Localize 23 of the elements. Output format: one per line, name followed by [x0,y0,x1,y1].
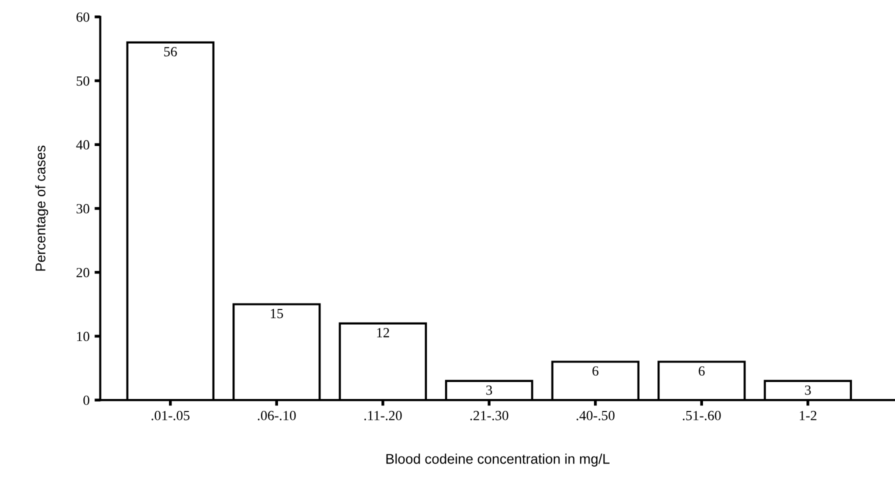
data-label: 12 [377,328,390,338]
y-tick-label: 50 [76,76,90,86]
data-label: 6 [698,366,705,376]
y-tick-label: 10 [77,332,90,342]
x-tick-label: .01-.05 [152,410,190,420]
y-tick-label: 30 [76,204,90,214]
y-tick-label: 60 [76,12,90,22]
y-tick-label: 40 [76,140,90,150]
y-tick-label: 0 [83,396,90,406]
x-axis-title: Blood codeine concentration in mg/L [386,454,610,467]
x-tick-label: .11-.20 [364,410,402,420]
y-axis-title: Percentage of cases [35,146,48,271]
x-tick-label: .21-.30 [470,410,508,420]
data-label: 15 [270,308,284,318]
x-tick-label: .40-.50 [576,410,615,420]
y-tick-label: 20 [76,268,90,278]
data-label: 3 [486,386,492,395]
data-label: 56 [164,47,177,56]
x-tick-label: .06-.10 [258,410,296,420]
x-tick-label: 1-2 [800,410,816,420]
data-label: 6 [592,366,598,376]
x-tick-label: .51-.60 [682,410,721,420]
data-label: 3 [805,386,811,395]
